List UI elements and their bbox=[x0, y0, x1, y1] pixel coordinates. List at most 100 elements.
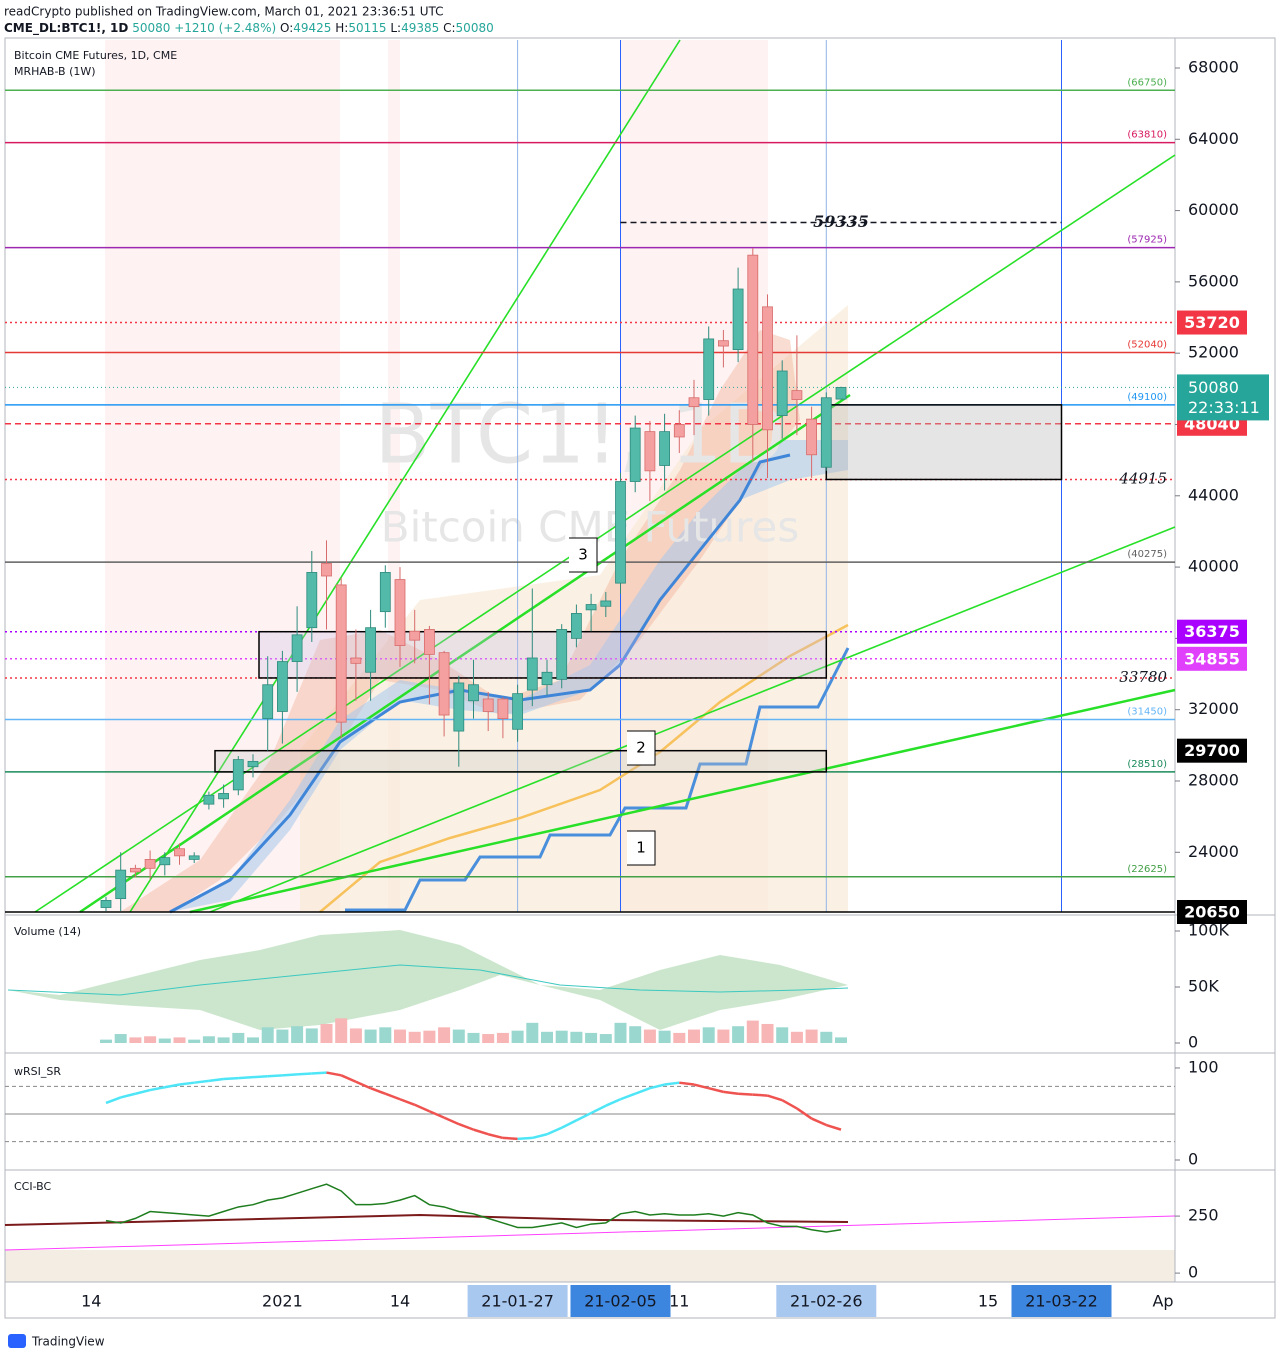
rsi-segment bbox=[752, 1093, 768, 1097]
volume-bar bbox=[349, 1028, 362, 1043]
price-tag-label: 53720 bbox=[1184, 313, 1240, 332]
rsi-segment bbox=[825, 1123, 842, 1131]
rsi-segment bbox=[708, 1086, 724, 1094]
price-tag-label: 34855 bbox=[1184, 649, 1240, 668]
rsi-segment bbox=[252, 1074, 268, 1079]
candle-body bbox=[659, 431, 670, 466]
candle-body bbox=[806, 418, 817, 456]
y-tick-label: 0 bbox=[1188, 1263, 1198, 1282]
date-highlight bbox=[776, 1285, 877, 1317]
volume-bar bbox=[496, 1032, 509, 1043]
volume-bar bbox=[820, 1031, 833, 1043]
level-label: (52040) bbox=[1127, 339, 1167, 350]
volume-bar bbox=[379, 1027, 392, 1043]
cci-signal bbox=[4, 1213, 849, 1226]
band-area bbox=[170, 440, 848, 912]
candle-body bbox=[379, 572, 391, 613]
candle-body bbox=[497, 698, 509, 719]
candle-body bbox=[820, 397, 832, 468]
volume-bar bbox=[599, 1034, 612, 1043]
y-tick-label: 52000 bbox=[1188, 343, 1239, 362]
volume-bar bbox=[467, 1032, 480, 1043]
rsi-segment bbox=[311, 1071, 327, 1075]
volume-bar bbox=[232, 1032, 245, 1043]
candle-body bbox=[291, 634, 303, 662]
rsi-segment bbox=[384, 1092, 401, 1101]
volume-bar bbox=[305, 1028, 318, 1043]
candle-body bbox=[673, 424, 685, 438]
indicator-title: MRHAB-B (1W) bbox=[14, 65, 96, 78]
trend-line bbox=[189, 688, 1176, 914]
volume-bar bbox=[805, 1029, 818, 1043]
volume-bar bbox=[129, 1037, 142, 1043]
volume-bar bbox=[291, 1026, 304, 1043]
volume-bar bbox=[202, 1036, 215, 1043]
volume-bar bbox=[570, 1031, 583, 1043]
callout bbox=[627, 730, 656, 766]
rsi-segment bbox=[326, 1071, 342, 1077]
y-tick-label: 64000 bbox=[1188, 129, 1239, 148]
volume-bar bbox=[423, 1030, 436, 1043]
price-tag-label: 20650 bbox=[1184, 903, 1240, 922]
volume-bar bbox=[732, 1026, 745, 1043]
y-tick-label: 50K bbox=[1188, 976, 1219, 995]
candle-body bbox=[644, 431, 656, 472]
candle-body bbox=[571, 613, 582, 639]
change: +1210 (+2.48%) bbox=[174, 21, 276, 35]
candle-body bbox=[541, 671, 553, 686]
rsi-segment bbox=[781, 1099, 798, 1110]
rsi-segment bbox=[238, 1075, 254, 1080]
rsi-segment bbox=[811, 1117, 827, 1127]
candle-body bbox=[144, 859, 156, 869]
rsi-segment bbox=[340, 1074, 357, 1083]
rsi-segment bbox=[428, 1110, 445, 1119]
last-price: 50080 bbox=[132, 21, 170, 35]
candle-body bbox=[409, 630, 421, 641]
moving-average bbox=[319, 623, 849, 913]
candle-body bbox=[365, 627, 377, 673]
candle-body bbox=[556, 629, 568, 680]
candle-body bbox=[482, 698, 494, 712]
rsi-segment bbox=[208, 1077, 224, 1083]
candle-body bbox=[203, 794, 215, 805]
volume-bar bbox=[658, 1030, 671, 1043]
rsi-segment bbox=[487, 1133, 504, 1140]
close-value: 50080 bbox=[456, 21, 494, 35]
candle-body bbox=[247, 760, 259, 768]
rsi-segment bbox=[561, 1119, 577, 1129]
volume-bar bbox=[247, 1037, 259, 1043]
volume-bar bbox=[217, 1037, 230, 1043]
volume-bar bbox=[511, 1030, 524, 1043]
cci-baseline bbox=[4, 1215, 1176, 1251]
trend-line bbox=[79, 393, 851, 914]
close-label: C: bbox=[443, 21, 455, 35]
panel-title: CCI-BC bbox=[14, 1180, 52, 1193]
candle-body bbox=[468, 684, 479, 702]
rsi-segment bbox=[135, 1088, 151, 1095]
level-label: (49100) bbox=[1127, 392, 1167, 403]
rsi-segment bbox=[282, 1073, 298, 1077]
cci-band bbox=[5, 1250, 1175, 1282]
level-label: (66750) bbox=[1127, 77, 1167, 88]
volume-bar bbox=[438, 1027, 451, 1043]
rsi-segment bbox=[149, 1086, 166, 1092]
callout-label: 1 bbox=[636, 839, 646, 857]
open-label: O: bbox=[280, 21, 293, 35]
band-area bbox=[300, 305, 848, 912]
callout bbox=[569, 537, 598, 573]
volume-bar bbox=[673, 1032, 686, 1043]
main-plot: 3 2 1 bbox=[5, 39, 1176, 914]
htf-step-line bbox=[345, 647, 850, 912]
volume-bar bbox=[335, 1018, 348, 1043]
trend-line bbox=[129, 39, 681, 913]
y-tick-label: 56000 bbox=[1188, 271, 1239, 290]
candle-body bbox=[321, 563, 332, 577]
rsi-segment bbox=[414, 1103, 430, 1113]
zone-box bbox=[214, 749, 828, 773]
volume-bar bbox=[188, 1039, 201, 1043]
candle-body bbox=[100, 900, 112, 908]
x-tick-label: 21-01-27 bbox=[481, 1292, 554, 1311]
candle-body bbox=[600, 600, 612, 607]
published-line: readCrypto published on TradingView.com,… bbox=[4, 5, 443, 19]
volume-bar bbox=[555, 1030, 568, 1043]
